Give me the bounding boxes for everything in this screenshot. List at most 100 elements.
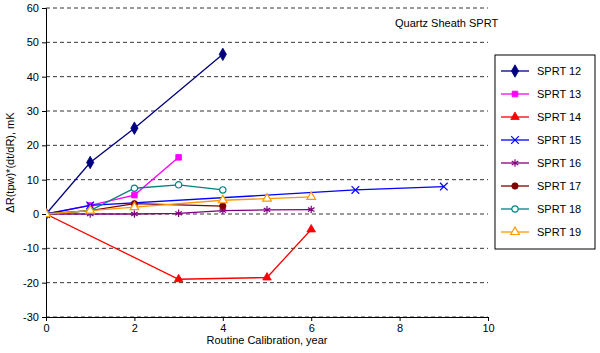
y-tick-label: 10 <box>27 174 39 186</box>
x-tick-label: 4 <box>220 322 226 334</box>
x-tick: 0 <box>43 317 49 334</box>
series-line <box>46 187 444 214</box>
series-marker <box>131 122 138 134</box>
series-marker <box>308 206 315 214</box>
series-marker <box>46 209 50 216</box>
legend-marker <box>512 159 519 167</box>
x-tick-mark <box>223 317 224 321</box>
legend-item: SPRT 16 <box>501 157 581 169</box>
series-marker <box>220 203 226 209</box>
legend: SPRT 12SPRT 13SPRT 14SPRT 15SPRT 16SPRT … <box>495 55 595 249</box>
series-line <box>46 197 311 214</box>
legend-label: SPRT 19 <box>537 226 581 238</box>
y-tick-label: -30 <box>23 311 39 323</box>
y-tick-label: -10 <box>23 242 39 254</box>
y-tick-mark <box>42 317 46 318</box>
y-tick: 0 <box>33 208 46 220</box>
x-tick-mark <box>311 317 312 321</box>
legend-marker <box>511 136 519 144</box>
series-marker <box>264 206 271 214</box>
y-tick-label: 0 <box>33 208 39 220</box>
y-tick-label: 60 <box>27 2 39 14</box>
legend-item: SPRT 15 <box>501 134 581 146</box>
y-tick-label: 30 <box>27 105 39 117</box>
y-tick-label: 40 <box>27 71 39 83</box>
y-tick: -20 <box>23 277 46 289</box>
series-marker <box>307 224 316 231</box>
x-tick-label: 8 <box>397 322 403 334</box>
y-tick: 10 <box>27 174 46 186</box>
series-marker <box>220 187 226 193</box>
series-marker <box>46 208 50 220</box>
y-tick-mark <box>42 248 46 249</box>
y-tick-mark <box>42 8 46 9</box>
series-marker <box>352 186 360 194</box>
x-tick-label: 2 <box>132 322 138 334</box>
grid-line <box>46 111 488 112</box>
series-marker <box>175 210 182 218</box>
series-line <box>46 54 223 214</box>
y-tick-mark <box>42 283 46 284</box>
legend-label: SPRT 13 <box>537 88 581 100</box>
series-marker <box>175 182 181 188</box>
y-tick: -10 <box>23 242 46 254</box>
x-tick: 10 <box>482 317 494 334</box>
series-marker <box>176 155 182 161</box>
legend-item: SPRT 13 <box>501 88 581 100</box>
x-tick-mark <box>46 317 47 321</box>
x-tick: 4 <box>220 317 226 334</box>
series-marker <box>174 274 183 281</box>
legend-marker <box>511 227 520 234</box>
series-marker <box>263 273 272 280</box>
x-tick: 6 <box>309 317 315 334</box>
y-tick: 30 <box>27 105 46 117</box>
legend-item: SPRT 19 <box>501 226 581 238</box>
y-tick-mark <box>42 180 46 181</box>
legend-label: SPRT 17 <box>537 180 581 192</box>
y-tick: 20 <box>27 139 46 151</box>
legend-item: SPRT 14 <box>501 111 581 123</box>
y-tick-label: 20 <box>27 139 39 151</box>
x-axis-line <box>47 318 489 322</box>
y-axis: -30 -20 -10 0 10 20 30 40 50 60 <box>23 2 46 323</box>
y-tick-label: -20 <box>23 277 39 289</box>
series-marker <box>219 48 226 60</box>
legend-marker <box>511 65 518 77</box>
y-tick: 60 <box>27 2 46 14</box>
y-tick: 40 <box>27 71 46 83</box>
series-marker <box>263 194 272 201</box>
legend-marker <box>511 112 520 119</box>
x-tick-label: 10 <box>482 322 494 334</box>
legend-marker <box>512 183 518 189</box>
x-tick-label: 6 <box>309 322 315 334</box>
grid-line <box>46 282 488 283</box>
legend-label: SPRT 18 <box>537 203 581 215</box>
series-marker <box>131 185 137 191</box>
grid-line <box>46 8 488 9</box>
plot-area <box>46 48 448 282</box>
legend-item: SPRT 18 <box>501 203 581 215</box>
x-tick-mark <box>488 317 489 321</box>
y-tick-mark <box>42 111 46 112</box>
series-line <box>46 214 311 279</box>
y-axis-title: ΔR(tpw)*(dt/dR), mK <box>4 112 16 213</box>
grid-line <box>46 42 488 43</box>
legend-label: SPRT 15 <box>537 134 581 146</box>
series-line <box>46 185 223 214</box>
series-marker <box>87 156 94 168</box>
x-axis-title: Routine Calibration, year <box>206 334 327 346</box>
x-tick: 2 <box>132 317 138 334</box>
y-tick: 50 <box>27 36 46 48</box>
x-tick-mark <box>400 317 401 321</box>
series-marker <box>86 206 95 213</box>
grid <box>46 8 488 317</box>
series-marker <box>440 183 448 191</box>
y-tick-mark <box>42 77 46 78</box>
legend-marker <box>512 91 518 97</box>
x-tick-label: 0 <box>43 322 49 334</box>
y-axis-line <box>42 9 47 318</box>
series-marker <box>130 202 139 209</box>
series-marker <box>219 195 228 202</box>
legend-item: SPRT 17 <box>501 180 581 192</box>
y-tick-mark <box>42 145 46 146</box>
